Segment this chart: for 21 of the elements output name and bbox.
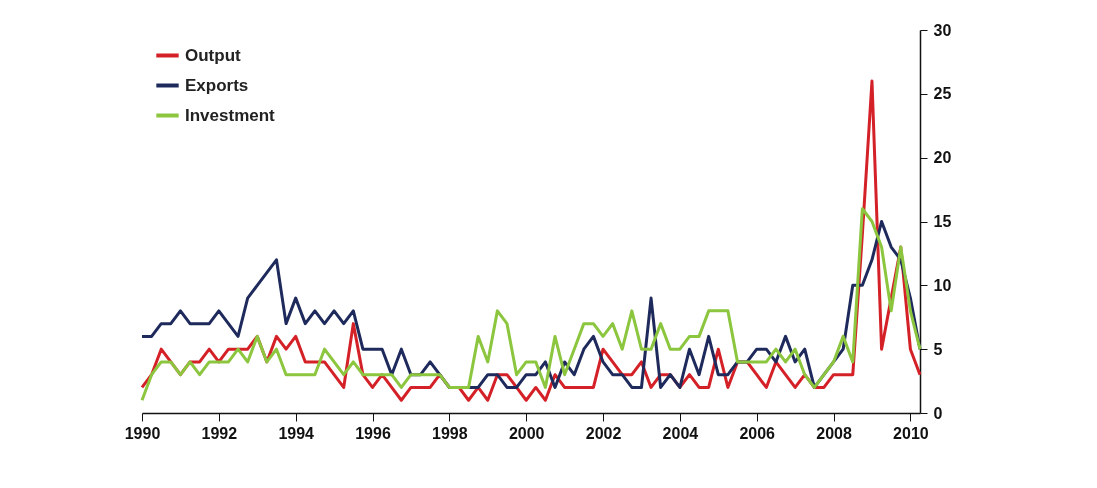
y-tick-label: 20 (933, 149, 952, 167)
x-tick-label: 2008 (816, 424, 852, 442)
y-tick-label: 15 (933, 213, 952, 230)
y-tick-label: 25 (933, 85, 952, 103)
x-tick-label: 2006 (739, 424, 776, 442)
x-tick-label: 2002 (585, 424, 622, 442)
legend-label: Investment (185, 105, 276, 125)
y-tick-label: 10 (933, 276, 952, 294)
legend-label: Output (185, 45, 242, 65)
y-tick-label: 30 (933, 21, 952, 39)
x-tick-label: 2000 (508, 424, 545, 442)
x-tick-label: 1994 (278, 424, 315, 442)
x-tick-label: 2004 (662, 424, 699, 442)
x-tick-label: 1998 (432, 424, 468, 442)
x-tick-label: 1992 (201, 424, 238, 442)
x-tick-label: 2010 (893, 424, 929, 442)
x-tick-label: 1996 (355, 424, 391, 442)
y-tick-label: 0 (933, 404, 943, 422)
x-tick-label: 1990 (124, 424, 161, 442)
y-tick-label: 5 (933, 340, 943, 358)
legend-label: Exports (185, 75, 249, 95)
